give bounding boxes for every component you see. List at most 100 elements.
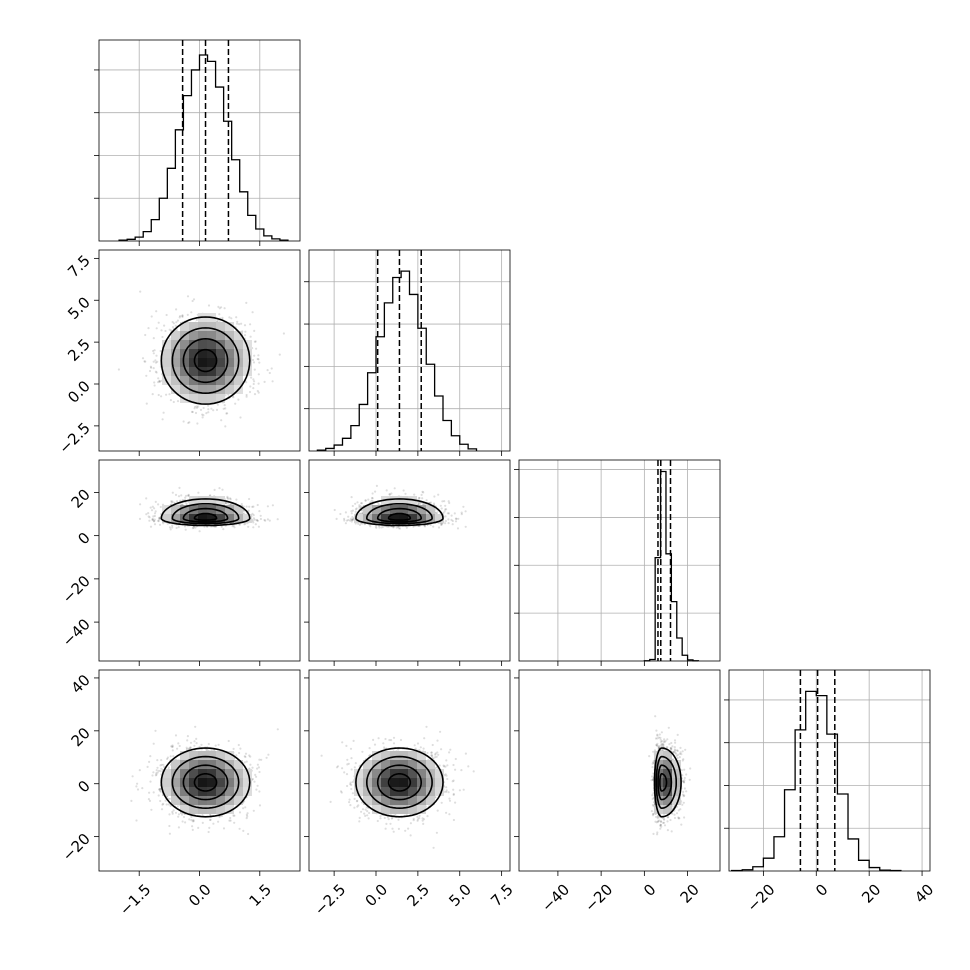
scatter-dot [170, 501, 173, 504]
scatter-dot [444, 504, 447, 507]
scatter-dot [150, 366, 153, 369]
scatter-dot [351, 515, 354, 519]
scatter-dot [375, 484, 378, 487]
scatter-dot [444, 515, 447, 518]
density-cell [189, 349, 198, 358]
scatter-dot [258, 510, 261, 513]
scatter-dot [170, 500, 173, 503]
scatter-dot [165, 393, 168, 396]
scatter-dot [153, 518, 156, 521]
scatter-dot [355, 507, 358, 510]
density-cell [234, 340, 243, 349]
x-axis-0 [138, 241, 261, 246]
density-cell [162, 349, 171, 358]
scatter-dot [155, 310, 158, 313]
scatter-dot [180, 494, 183, 497]
scatter-dot [152, 367, 155, 370]
scatter-dot [226, 496, 229, 500]
scatter-dot [148, 369, 152, 373]
scatter-dot [214, 744, 217, 747]
scatter-dot [190, 311, 193, 314]
scatter-dot [263, 380, 266, 383]
scatter-dot [243, 334, 247, 337]
density-cell [363, 505, 372, 514]
density-cell [207, 340, 216, 349]
scatter-dot [351, 517, 354, 521]
scatter-dot [388, 493, 391, 496]
scatter-dot [367, 498, 370, 501]
scatter-dot [171, 326, 175, 329]
scatter-dot [358, 523, 362, 527]
scatter-dot [266, 505, 269, 508]
scatter-dot [247, 525, 250, 528]
scatter-dot [234, 402, 237, 405]
scatter-dot [257, 382, 260, 385]
scatter-dot [218, 307, 221, 310]
density-cell [171, 331, 180, 340]
scatter-dot [236, 322, 239, 325]
scatter-dot [145, 513, 148, 516]
scatter-dot [271, 504, 274, 507]
scatter-dot [201, 413, 204, 416]
density-cell [207, 349, 216, 358]
scatter-dot [351, 504, 354, 508]
scatter-dot [155, 327, 158, 330]
scatter-dot [223, 404, 226, 407]
density-cell [234, 367, 243, 376]
scatter-dot [154, 729, 157, 732]
scatter-dot [240, 502, 243, 506]
scatter-dot [257, 354, 260, 357]
scatter-dot [418, 496, 421, 500]
scatter-dot [258, 361, 261, 364]
density-cell [198, 358, 207, 367]
scatter-panel-1-2 [308, 459, 511, 662]
scatter-dot [171, 812, 174, 815]
scatter-dot [158, 380, 161, 383]
scatter-dot [360, 502, 363, 505]
y-tick-label: 2.5 [64, 335, 94, 365]
density-cell [399, 514, 408, 523]
scatter-dot [377, 502, 380, 505]
density-cell [207, 367, 216, 376]
density-cell [216, 505, 225, 514]
scatter-dot [159, 505, 162, 509]
scatter-dot [198, 530, 201, 533]
density-cell [207, 331, 216, 340]
scatter-dot [175, 321, 178, 324]
scatter-dot [276, 518, 279, 521]
scatter-dot [417, 501, 420, 504]
scatter-dot [213, 488, 216, 491]
scatter-dot [397, 525, 400, 529]
scatter-dot [171, 524, 174, 527]
scatter-dot [224, 407, 227, 410]
scatter-dot [209, 494, 212, 497]
scatter-dot [231, 525, 234, 528]
scatter-dot [226, 495, 229, 498]
density-cell [216, 331, 225, 340]
scatter-dot [450, 514, 453, 517]
x-tick-label: 20 [858, 881, 884, 907]
contour-line [376, 507, 423, 523]
scatter-dot [266, 518, 269, 521]
scatter-dot [437, 493, 440, 496]
scatter-dot [141, 357, 145, 360]
contour-line [365, 503, 433, 525]
scatter-dot [421, 497, 424, 500]
y-tick-label: −40 [59, 615, 94, 650]
scatter-dot [153, 520, 156, 523]
scatter-dot [248, 390, 252, 394]
scatter-dot [256, 357, 259, 361]
scatter-dot [165, 313, 168, 317]
scatter-dot [245, 395, 248, 398]
scatter-dot [462, 505, 465, 508]
scatter-dot [227, 497, 230, 500]
scatter-dot [248, 505, 251, 508]
scatter-dot [157, 520, 160, 523]
scatter-dot [250, 376, 253, 379]
density-cell [171, 340, 180, 349]
scatter-dot [195, 318, 198, 322]
scatter-dot [454, 520, 458, 523]
scatter-dot [257, 373, 260, 376]
scatter-dot [248, 497, 251, 501]
